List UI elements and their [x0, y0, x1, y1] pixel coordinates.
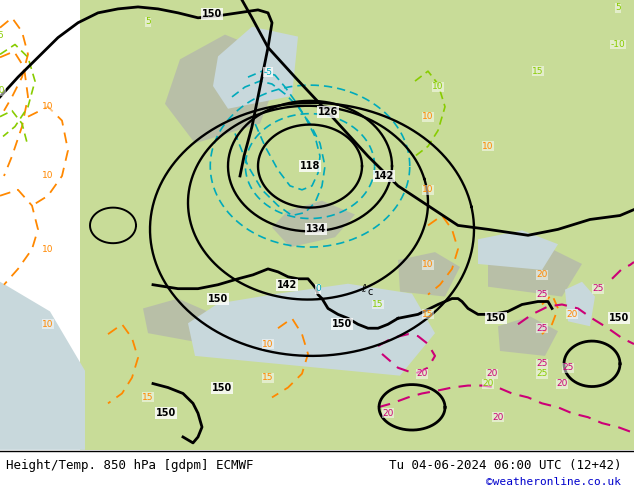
Text: Height/Temp. 850 hPa [gdpm] ECMWF: Height/Temp. 850 hPa [gdpm] ECMWF — [6, 459, 254, 471]
Text: 142: 142 — [374, 171, 394, 181]
Text: 20: 20 — [486, 369, 498, 378]
Text: 10: 10 — [42, 102, 54, 111]
Polygon shape — [498, 317, 558, 356]
Text: 5: 5 — [0, 31, 3, 40]
Text: 142: 142 — [277, 280, 297, 290]
Text: 20: 20 — [493, 413, 503, 422]
Text: -10: -10 — [611, 40, 625, 49]
Text: 15: 15 — [372, 300, 384, 309]
Text: 10: 10 — [422, 185, 434, 195]
Polygon shape — [80, 0, 634, 450]
Text: ℓ: ℓ — [361, 284, 365, 294]
Polygon shape — [565, 282, 595, 326]
Text: c: c — [368, 287, 373, 296]
Text: 20: 20 — [536, 270, 548, 279]
Text: 5: 5 — [145, 17, 151, 26]
Text: 20: 20 — [482, 379, 494, 388]
Text: 15: 15 — [422, 310, 434, 319]
Text: 150: 150 — [486, 313, 506, 323]
Polygon shape — [213, 26, 298, 109]
Polygon shape — [478, 230, 558, 270]
Polygon shape — [165, 35, 285, 144]
Text: 20: 20 — [566, 310, 578, 319]
Text: 10: 10 — [42, 172, 54, 180]
Polygon shape — [488, 244, 582, 296]
Text: 20: 20 — [417, 369, 428, 378]
Polygon shape — [272, 201, 355, 247]
Text: 15: 15 — [142, 393, 154, 402]
Text: 25: 25 — [536, 324, 548, 333]
Text: 10: 10 — [422, 261, 434, 270]
Polygon shape — [0, 282, 85, 450]
Text: 5: 5 — [615, 3, 621, 12]
Text: 150: 150 — [212, 383, 232, 392]
Text: Tu 04-06-2024 06:00 UTC (12+42): Tu 04-06-2024 06:00 UTC (12+42) — [389, 459, 621, 471]
Text: 150: 150 — [156, 408, 176, 418]
Text: -5: -5 — [264, 68, 273, 76]
Text: 10: 10 — [42, 245, 54, 254]
Text: 150: 150 — [202, 9, 222, 19]
Text: 25: 25 — [536, 359, 548, 368]
Polygon shape — [398, 252, 460, 296]
Text: 0: 0 — [315, 284, 321, 293]
Text: 25: 25 — [536, 369, 548, 378]
Text: 25: 25 — [536, 290, 548, 299]
Polygon shape — [143, 298, 212, 343]
Text: 15: 15 — [533, 67, 544, 75]
Text: 10: 10 — [0, 86, 6, 96]
Text: 25: 25 — [592, 284, 604, 293]
Text: 25: 25 — [562, 363, 574, 372]
Text: 134: 134 — [306, 224, 326, 234]
Text: 150: 150 — [332, 319, 352, 329]
Text: 10: 10 — [262, 340, 274, 348]
Text: 126: 126 — [318, 107, 338, 117]
Text: 118: 118 — [300, 161, 320, 171]
Text: 150: 150 — [208, 294, 228, 304]
Text: 20: 20 — [556, 379, 567, 388]
Text: 10: 10 — [482, 142, 494, 151]
Text: 10: 10 — [422, 112, 434, 121]
Text: 15: 15 — [262, 373, 274, 382]
Text: 10: 10 — [432, 82, 444, 92]
Polygon shape — [188, 284, 435, 376]
Text: 20: 20 — [382, 409, 394, 418]
Text: 10: 10 — [42, 320, 54, 329]
Text: 150: 150 — [609, 313, 629, 323]
Text: ©weatheronline.co.uk: ©weatheronline.co.uk — [486, 477, 621, 487]
